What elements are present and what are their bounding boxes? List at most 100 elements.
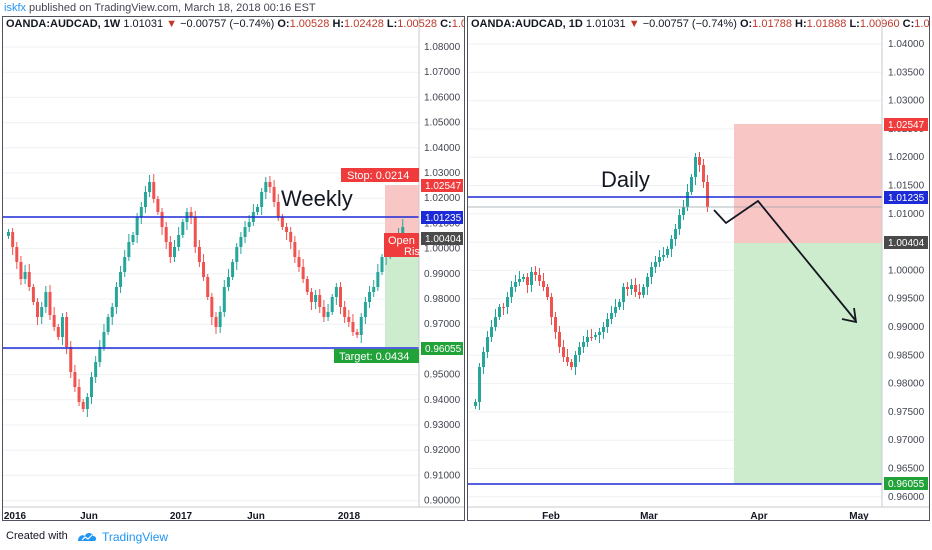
candle-body (318, 295, 322, 307)
candle-body (127, 242, 131, 257)
price-tick-label: 0.99500 (888, 294, 925, 305)
price-tick-label: 0.98500 (888, 350, 925, 361)
candle-body (314, 295, 318, 302)
arrow-head-icon (841, 307, 858, 324)
candle-body (264, 182, 268, 192)
high-label: H: (332, 18, 345, 30)
tradingview-brand-link[interactable]: TradingView (102, 530, 169, 544)
price-scale[interactable]: 1.08000 1.07000 1.06000 1.05000 1.04000 1.030… (424, 42, 461, 507)
candle-body (131, 235, 135, 242)
price-tick-label: 0.97000 (888, 435, 925, 446)
candle-body (706, 182, 709, 207)
candle-body (368, 292, 372, 302)
candle-body (590, 337, 593, 338)
candle-body (272, 187, 276, 202)
price-tick-label: 0.97000 (424, 319, 461, 330)
candle-body (289, 232, 293, 242)
author-link[interactable]: iskfx (4, 2, 26, 14)
footer-bar: Created with TradingView (0, 522, 932, 550)
risk-label-text: Ris (404, 246, 420, 258)
candle-body (343, 307, 347, 317)
price-change: −0.00757 (−0.74%) (642, 18, 737, 30)
candle-body (202, 262, 206, 277)
candle-body (518, 279, 521, 282)
weekly-chart-canvas[interactable]: Weekly 1.08000 1.07000 1.06000 1.05000 1.040… (3, 17, 465, 521)
candle-body (231, 262, 235, 277)
price-tick-label: 1.02000 (424, 193, 461, 204)
candle-body (139, 207, 143, 217)
candle-body (160, 212, 164, 227)
candle-body (189, 212, 193, 217)
price-tick-label: 1.03000 (888, 96, 925, 107)
symbol-label[interactable]: OANDA:AUDCAD, 1W (6, 18, 121, 30)
candle-body (322, 307, 326, 317)
target-label: Target: 0.0434 (339, 351, 409, 363)
candle-body (52, 315, 56, 327)
candle-body (686, 192, 689, 207)
candle-body (11, 232, 15, 247)
candle-body (31, 287, 35, 302)
publish-header: iskfx published on TradingView.com, Marc… (0, 0, 932, 16)
open-label: O: (739, 18, 753, 30)
daily-chart-canvas[interactable]: Daily 1.040001.035001.030001.025001.0200… (468, 17, 930, 521)
candle-body (550, 297, 553, 317)
open-risk-badge: Open Ris (384, 233, 420, 258)
axis-entry-text: 1.01235 (888, 193, 925, 204)
candle-body (674, 229, 677, 239)
time-scale[interactable]: Feb Mar Apr May (542, 511, 869, 521)
candle-body (65, 317, 69, 347)
projection-path[interactable] (713, 199, 857, 322)
candle-body (77, 387, 81, 402)
price-scale[interactable]: 1.040001.035001.030001.025001.020001.015… (888, 39, 925, 503)
time-tick-label: Jun (247, 511, 265, 521)
weekly-chart-panel[interactable]: OANDA:AUDCAD, 1W 1.01031 ▼ −0.00757 (−0.… (2, 16, 465, 521)
close-label: C: (902, 18, 915, 30)
low-value: 1.00960 (859, 18, 900, 30)
price-tick-label: 0.92000 (424, 445, 461, 456)
candle-body (662, 255, 665, 257)
candle-body (646, 277, 649, 287)
candle-body (164, 227, 168, 242)
candle-body (355, 332, 359, 335)
candle-body (148, 182, 152, 192)
target-zone (734, 243, 882, 484)
price-tick-label: 0.94000 (424, 395, 461, 406)
candle-body (634, 285, 637, 292)
price-tick-label: 1.01000 (888, 209, 925, 220)
candle-body (506, 297, 509, 307)
low-label: L: (849, 18, 860, 30)
candle-body (582, 342, 585, 347)
symbol-label[interactable]: OANDA:AUDCAD, 1D (471, 18, 583, 30)
axis-entry-text: 1.01235 (425, 213, 462, 224)
daily-chart-panel[interactable]: OANDA:AUDCAD, 1D 1.01031 ▼ −0.00757 (−0.… (467, 16, 930, 521)
open-value: 1.01788 (752, 18, 792, 30)
candle-body (19, 262, 23, 279)
candle-body (530, 272, 533, 285)
daily-annotation[interactable]: Daily (601, 167, 650, 192)
candle-body (73, 372, 77, 387)
candle-body (502, 307, 505, 308)
candle-body (478, 367, 481, 402)
candle-body (380, 257, 384, 272)
candle-body (309, 292, 313, 302)
axis-current-price: 1.00404 (421, 232, 463, 245)
close-label: C: (440, 18, 452, 30)
weekly-annotation[interactable]: Weekly (281, 186, 353, 211)
candle-body (247, 222, 251, 227)
created-with-text: Created with (6, 530, 68, 542)
candle-body (359, 317, 363, 335)
candle-body (642, 287, 645, 295)
price-tick-label: 1.04000 (424, 143, 461, 154)
candle-body (81, 402, 85, 409)
stop-label: Stop: 0.0214 (347, 170, 409, 182)
tradingview-logo-icon[interactable] (76, 530, 98, 544)
candle-body (40, 307, 44, 317)
price-tick-label: 1.03500 (888, 67, 925, 78)
time-scale[interactable]: 2016 Jun 2017 Jun 2018 (4, 511, 361, 521)
candle-body (135, 217, 139, 235)
candle-body (376, 272, 380, 287)
candle-body (546, 287, 549, 297)
candle-body (610, 313, 613, 319)
price-tick-label: 1.06000 (424, 92, 461, 103)
price-tick-label: 0.90000 (424, 496, 461, 507)
